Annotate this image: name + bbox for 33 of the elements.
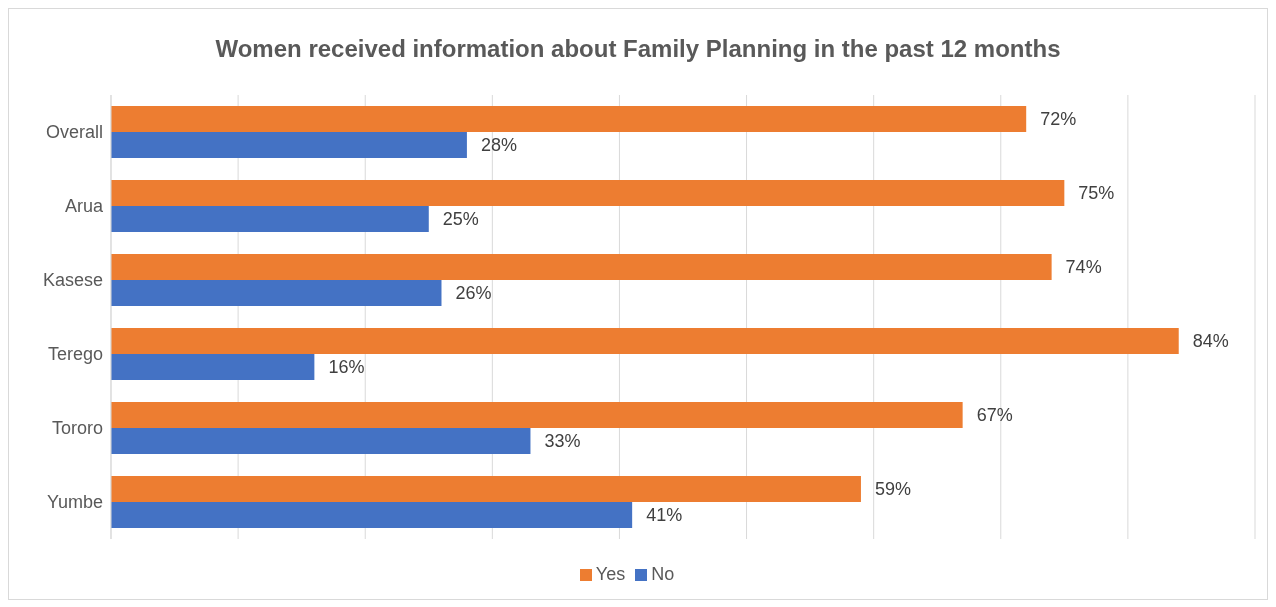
chart-title: Women received information about Family Planning in the past 12 months [214,34,1062,64]
data-label: 33% [544,431,581,452]
y-tick-label: Tororo [51,418,103,439]
data-label: 72% [1040,109,1077,130]
bar [111,502,633,529]
bar [111,132,467,159]
data-label: 67% [976,405,1013,426]
data-label: 84% [1192,331,1229,352]
bar [111,254,1052,281]
bar [111,328,1179,355]
data-label: 16% [328,357,365,378]
data-label: 59% [874,479,911,500]
data-label: 28% [480,135,517,156]
bar [111,476,861,503]
bar [111,206,429,233]
data-label: 41% [646,505,683,526]
legend-label: No [651,564,675,584]
y-tick-label: Terego [47,344,103,365]
data-label: 26% [455,283,492,304]
data-label: 74% [1065,257,1102,278]
y-tick-label: Overall [45,122,103,143]
data-label: 75% [1078,183,1115,204]
bar [111,402,963,429]
legend-label: Yes [595,564,626,584]
y-tick-label: Kasese [42,270,103,291]
data-label: 25% [442,209,479,230]
bar [111,354,315,381]
bar [111,428,531,455]
bar [111,180,1065,207]
y-tick-label: Arua [64,196,104,217]
bar [111,280,442,307]
bar [111,106,1027,133]
y-tick-label: Yumbe [46,492,103,513]
